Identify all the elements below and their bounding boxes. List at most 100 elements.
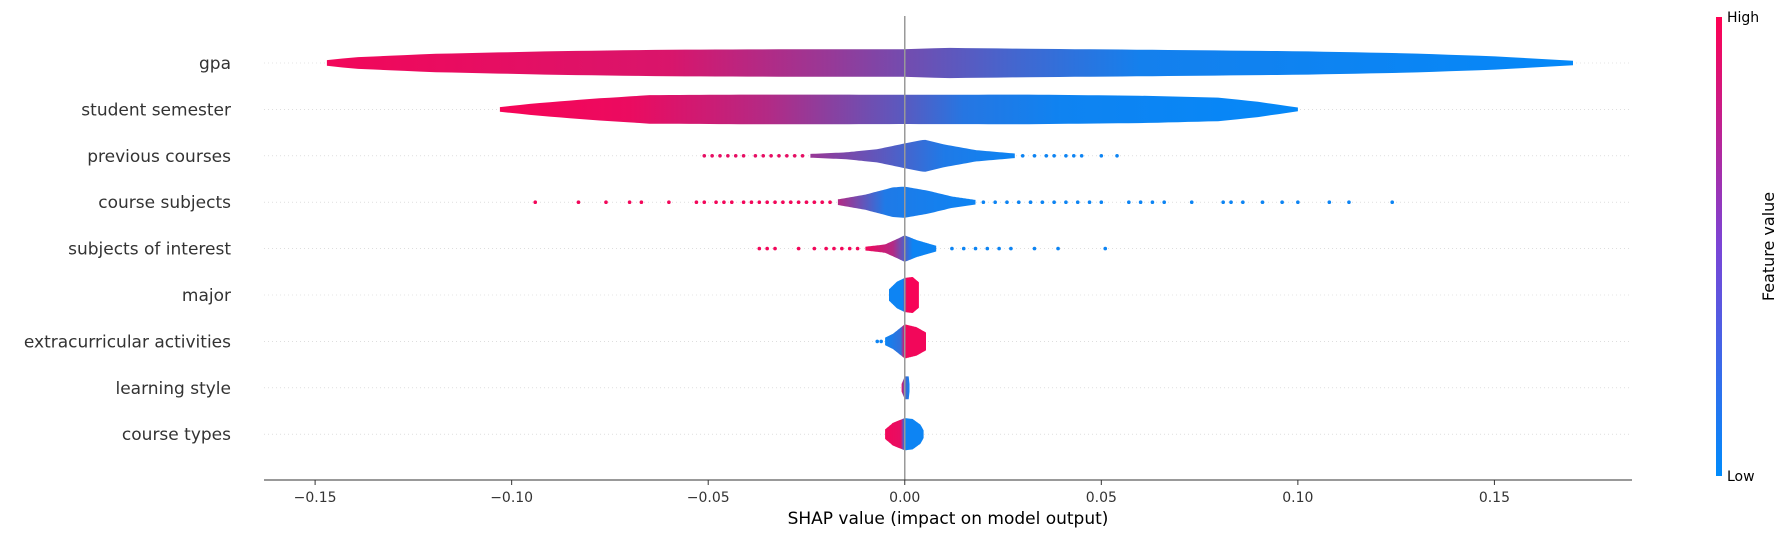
violin-1: [499, 94, 1298, 125]
outlier-point: [1020, 154, 1025, 158]
outlier-point: [1032, 154, 1037, 158]
outlier-point: [1138, 200, 1143, 204]
feature-label: course subjects: [98, 193, 231, 213]
outlier-point: [753, 154, 758, 158]
outlier-point: [1280, 200, 1284, 204]
x-tick-label: −0.15: [294, 490, 337, 506]
outlier-point: [824, 246, 828, 251]
outlier-point: [1099, 154, 1104, 158]
outlier-point: [1056, 246, 1060, 251]
outlier-point: [1040, 200, 1045, 204]
outlier-point: [950, 246, 954, 251]
outlier-point: [1229, 200, 1233, 204]
x-axis: −0.15 −0.10 −0.05 0.00 0.05 0.10 0.15 SHAP val…: [264, 479, 1632, 529]
outlier-point: [973, 246, 978, 251]
outlier-point: [804, 200, 809, 204]
outlier-point: [1075, 200, 1080, 204]
outlier-point: [765, 246, 769, 251]
outlier-point: [840, 246, 844, 251]
colorbar: High Low Feature value: [1716, 10, 1778, 485]
feature-labels: gpa student semester previous courses cours…: [24, 54, 231, 445]
outlier-point: [997, 246, 1001, 251]
outlier-point: [828, 200, 832, 204]
x-axis-title: SHAP value (impact on model output): [788, 509, 1109, 529]
x-tick-label: −0.05: [687, 490, 730, 506]
outlier-point: [855, 246, 860, 251]
outlier-point: [604, 200, 608, 204]
outlier-point: [757, 246, 762, 251]
outlier-point: [765, 200, 769, 204]
outlier-point: [875, 339, 880, 344]
outlier-point: [961, 246, 966, 251]
outlier-point: [761, 154, 766, 158]
violin-5: [889, 277, 919, 313]
outlier-point: [781, 200, 785, 204]
outlier-point: [993, 200, 997, 204]
outlier-point: [773, 200, 777, 204]
outlier-point: [879, 339, 883, 344]
outlier-point: [800, 154, 805, 158]
outlier-point: [1064, 200, 1068, 204]
outlier-point: [729, 200, 734, 204]
outlier-point: [1071, 154, 1076, 158]
feature-label: major: [182, 286, 231, 306]
outlier-point: [627, 200, 632, 204]
x-tick-label: 0.10: [1282, 490, 1313, 506]
outlier-point: [812, 200, 817, 204]
x-tick-label: 0.05: [1086, 490, 1117, 506]
outlier-point: [1103, 246, 1108, 251]
outlier-point: [1260, 200, 1265, 204]
outlier-point: [733, 154, 738, 158]
outlier-point: [741, 200, 746, 204]
feature-label: student semester: [81, 100, 231, 120]
outlier-point: [1052, 200, 1056, 204]
outlier-point: [757, 200, 762, 204]
outlier-point: [1079, 154, 1084, 158]
outlier-point: [812, 246, 817, 251]
feature-label: extracurricular activities: [24, 332, 231, 352]
outlier-point: [777, 154, 781, 158]
outlier-point: [1189, 200, 1194, 204]
violin-2: [810, 139, 1015, 172]
outlier-point: [769, 154, 773, 158]
violin-4: [865, 235, 937, 262]
outlier-point: [533, 200, 538, 204]
colorbar-low-label: Low: [1727, 469, 1755, 485]
outlier-point: [576, 200, 581, 204]
outlier-point: [1064, 154, 1068, 158]
outlier-point: [1390, 200, 1395, 204]
outlier-point: [985, 246, 990, 251]
outlier-point: [981, 200, 986, 204]
outlier-point: [847, 246, 852, 251]
outlier-point: [1032, 246, 1037, 251]
outlier-point: [718, 154, 722, 158]
outlier-point: [1127, 200, 1131, 204]
outlier-point: [749, 200, 754, 204]
outlier-point: [1028, 200, 1033, 204]
outlier-point: [726, 154, 730, 158]
colorbar-gradient: [1716, 17, 1722, 476]
colorbar-high-label: High: [1727, 10, 1759, 26]
outlier-point: [1241, 200, 1245, 204]
feature-label: subjects of interest: [68, 240, 231, 260]
outlier-point: [1296, 200, 1300, 204]
outlier-point: [1087, 200, 1092, 204]
outlier-point: [820, 200, 825, 204]
feature-label: course types: [122, 425, 231, 445]
outlier-point: [1150, 200, 1155, 204]
violin-7: [901, 376, 910, 400]
outlier-point: [773, 246, 777, 251]
colorbar-title: Feature value: [1759, 192, 1778, 301]
feature-label: learning style: [115, 379, 231, 399]
outlier-point: [722, 200, 726, 204]
outlier-point: [832, 246, 836, 251]
outlier-point: [1099, 200, 1104, 204]
outlier-point: [1115, 154, 1119, 158]
violin-0: [326, 47, 1573, 79]
x-tick-label: 0.15: [1479, 490, 1510, 506]
outlier-point: [1221, 200, 1225, 204]
outlier-point: [788, 200, 793, 204]
violin-3: [837, 186, 976, 218]
outlier-point: [702, 200, 707, 204]
